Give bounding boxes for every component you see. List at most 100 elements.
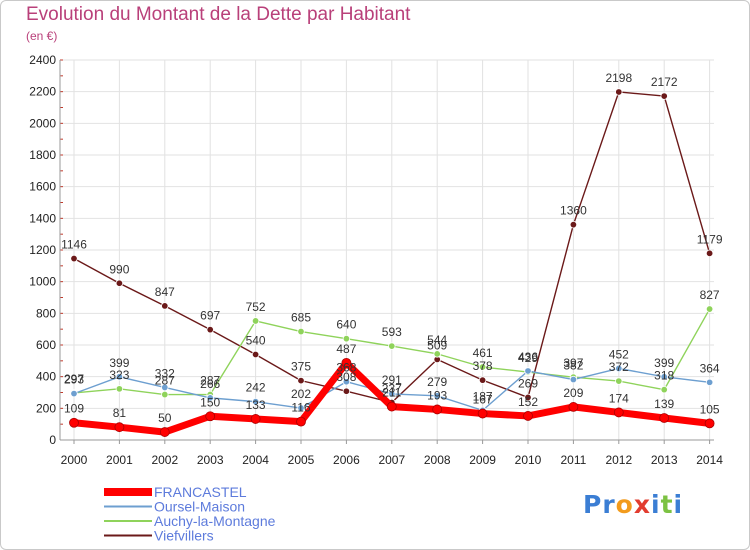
y-tick-label: 800 <box>36 306 56 320</box>
data-label: 174 <box>609 391 629 405</box>
data-point <box>659 413 670 423</box>
data-point <box>250 414 261 424</box>
data-label: 133 <box>246 398 266 412</box>
data-label: 382 <box>563 359 583 373</box>
data-label: 640 <box>336 318 356 332</box>
data-point <box>206 325 214 334</box>
x-tick-label: 2010 <box>515 453 542 467</box>
data-label: 2172 <box>651 75 678 89</box>
data-label: 827 <box>700 288 720 302</box>
data-label: 368 <box>336 361 356 375</box>
data-point <box>615 364 623 373</box>
data-point <box>613 407 624 418</box>
x-tick-label: 2011 <box>560 453 586 467</box>
data-label: 378 <box>473 359 493 373</box>
data-label: 429 <box>518 351 538 365</box>
y-tick-label: 600 <box>36 338 56 352</box>
data-label: 116 <box>291 401 310 415</box>
x-tick-label: 2012 <box>605 453 632 467</box>
logo-letter: i <box>673 490 684 519</box>
data-point <box>342 387 351 395</box>
logo-letter: t <box>660 490 674 519</box>
data-label: 50 <box>158 411 172 425</box>
proxiti-logo: Proxiti <box>583 490 683 519</box>
data-point <box>660 373 668 381</box>
data-point <box>569 375 578 384</box>
data-label: 81 <box>113 406 127 420</box>
x-tick-label: 2013 <box>651 453 678 467</box>
data-point <box>205 411 216 422</box>
data-label: 297 <box>64 372 84 386</box>
data-point <box>69 417 79 428</box>
data-label: 375 <box>291 360 311 374</box>
data-point <box>161 390 169 399</box>
data-point <box>569 220 578 229</box>
data-point <box>388 342 396 350</box>
data-point <box>115 385 124 393</box>
logo-letter: P <box>583 490 603 519</box>
data-label: 697 <box>200 309 220 323</box>
x-tick-label: 2007 <box>378 453 405 467</box>
data-point <box>705 378 714 387</box>
x-tick-label: 2009 <box>469 453 496 467</box>
data-label: 436 <box>518 350 538 364</box>
y-tick-label: 0 <box>49 433 56 447</box>
data-point <box>161 383 169 392</box>
y-tick-label: 2400 <box>29 53 56 67</box>
data-point <box>115 279 124 287</box>
data-label: 287 <box>200 374 220 388</box>
logo-letter: r <box>602 490 616 519</box>
data-point <box>115 373 124 381</box>
data-label: 291 <box>382 373 402 387</box>
data-label: 152 <box>518 395 538 409</box>
data-label: 752 <box>246 300 266 314</box>
data-label: 1146 <box>61 238 87 252</box>
x-tick-label: 2014 <box>696 453 723 467</box>
data-point <box>524 393 532 402</box>
legend-label: FRANCASTEL <box>154 484 247 500</box>
legend-label: Oursel-Maison <box>154 499 245 515</box>
y-tick-label: 1600 <box>29 180 56 194</box>
x-tick-label: 2005 <box>288 453 315 467</box>
y-tick-label: 1200 <box>29 243 56 257</box>
data-label: 202 <box>291 387 311 401</box>
data-label: 150 <box>200 395 220 409</box>
legend-label: Viefvillers <box>154 528 214 544</box>
x-tick-label: 2002 <box>151 453 178 467</box>
data-label: 544 <box>427 333 447 347</box>
data-label: 237 <box>382 381 402 395</box>
data-label: 399 <box>654 356 674 370</box>
data-label: 487 <box>336 342 356 356</box>
data-label: 167 <box>473 393 493 407</box>
data-point <box>386 401 397 412</box>
data-label: 332 <box>155 366 175 380</box>
data-label: 847 <box>155 285 175 299</box>
data-point <box>159 427 170 437</box>
data-point <box>206 394 214 402</box>
legend-label: Auchy-la-Montagne <box>154 513 276 529</box>
y-tick-label: 1800 <box>29 148 56 162</box>
data-point <box>251 317 260 325</box>
data-point <box>433 392 441 400</box>
data-label: 364 <box>700 361 720 375</box>
data-label: 105 <box>700 402 720 416</box>
data-point <box>568 402 579 412</box>
data-point <box>705 305 714 313</box>
data-point <box>433 350 441 358</box>
data-label: 509 <box>427 338 447 352</box>
data-point <box>704 418 715 429</box>
data-point <box>297 376 305 385</box>
data-point <box>660 92 668 100</box>
data-point <box>660 385 668 394</box>
data-point <box>432 404 443 415</box>
x-tick-label: 2000 <box>61 453 88 467</box>
data-label: 1179 <box>697 232 723 246</box>
data-point <box>251 397 260 406</box>
data-point <box>615 88 623 96</box>
data-point <box>615 377 623 385</box>
data-point <box>388 390 396 398</box>
data-point <box>705 249 714 258</box>
data-label: 266 <box>200 377 220 391</box>
chart-title: Evolution du Montant de la Dette par Hab… <box>26 4 411 25</box>
data-label: 990 <box>109 262 129 276</box>
